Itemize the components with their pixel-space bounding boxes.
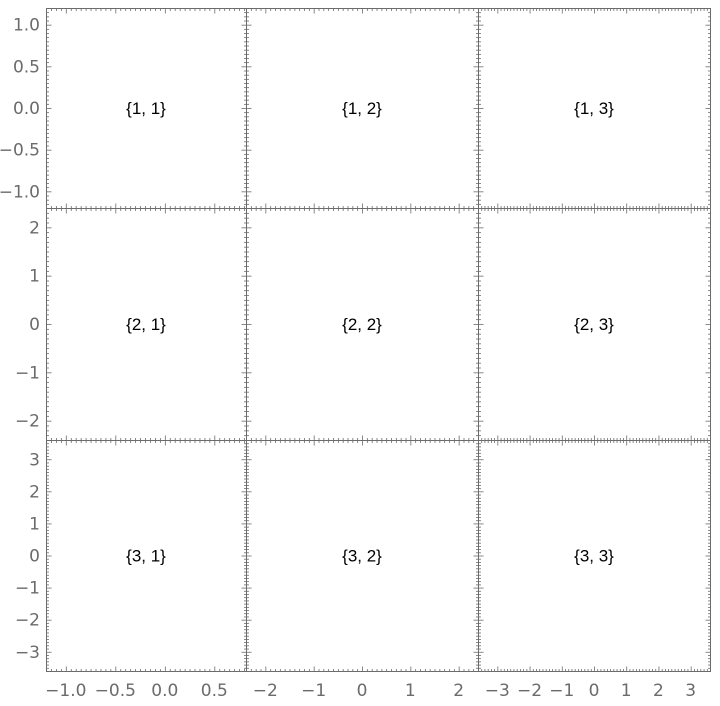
y-tick-label: −2 — [15, 611, 40, 631]
y-tick-label: 1 — [29, 514, 40, 534]
panel-label-3-1: {3, 1} — [126, 547, 166, 566]
x-tick-label: 0 — [589, 681, 600, 701]
x-tick-label: −0.5 — [95, 681, 136, 701]
x-tick-label: −2 — [517, 681, 542, 701]
y-tick-label: 0 — [29, 547, 40, 567]
panel-label-2-2: {2, 2} — [342, 315, 382, 334]
x-tick-label: −1.0 — [45, 681, 86, 701]
x-tick-label: −1 — [549, 681, 574, 701]
y-tick-label: −3 — [15, 643, 40, 663]
panel-label-2-3: {2, 3} — [574, 315, 614, 334]
panel-label-2-1: {2, 1} — [126, 315, 166, 334]
x-tick-label: 0.5 — [201, 681, 228, 701]
x-tick-label: 1 — [405, 681, 416, 701]
y-tick-label: 0.5 — [13, 57, 40, 77]
x-tick-label: 0 — [357, 681, 368, 701]
y-tick-label: 3 — [29, 450, 40, 470]
y-tick-label: 1.0 — [13, 16, 40, 36]
x-tick-label: −1 — [301, 681, 326, 701]
panel-label-1-3: {1, 3} — [574, 99, 614, 118]
x-tick-label: 0.0 — [151, 681, 178, 701]
x-tick-label: 3 — [685, 681, 696, 701]
y-tick-label: −1 — [15, 579, 40, 599]
y-tick-label: 0 — [29, 315, 40, 335]
panel-label-1-2: {1, 2} — [342, 99, 382, 118]
y-tick-label: −0.5 — [0, 141, 40, 161]
y-tick-label: 0.0 — [13, 99, 40, 119]
x-tick-label: 2 — [453, 681, 464, 701]
y-tick-label: −1 — [15, 363, 40, 383]
y-tick-label: −1.0 — [0, 182, 40, 202]
y-tick-label: 1 — [29, 267, 40, 287]
panel-label-1-1: {1, 1} — [126, 99, 166, 118]
y-tick-label: 2 — [29, 482, 40, 502]
panel-label-3-2: {3, 2} — [342, 547, 382, 566]
y-tick-label: −2 — [15, 412, 40, 432]
panel-label-3-3: {3, 3} — [574, 547, 614, 566]
y-tick-label: 2 — [29, 218, 40, 238]
x-tick-label: −2 — [253, 681, 278, 701]
x-tick-label: −3 — [485, 681, 510, 701]
x-tick-label: 1 — [621, 681, 632, 701]
x-tick-label: 2 — [653, 681, 664, 701]
